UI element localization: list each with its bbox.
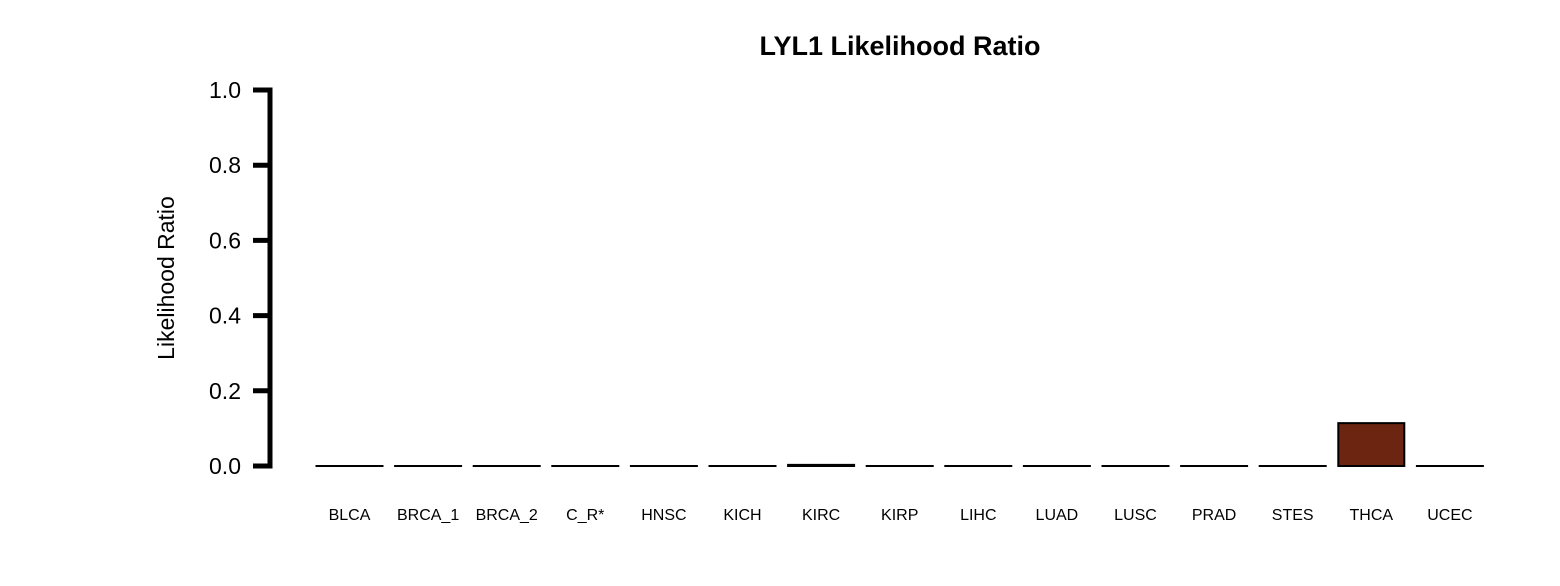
y-tick-label: 0.0	[209, 453, 241, 479]
x-tick-label: C_R*	[566, 507, 604, 524]
x-tick-label: UCEC	[1427, 507, 1472, 524]
x-tick-label: KIRP	[881, 507, 918, 524]
x-tick-label: BRCA_1	[397, 507, 459, 524]
chart-title: LYL1 Likelihood Ratio	[759, 31, 1040, 61]
y-tick-label: 0.8	[209, 152, 241, 178]
y-tick-label: 0.4	[209, 303, 241, 329]
y-tick-label: 0.2	[209, 378, 241, 404]
x-tick-label: STES	[1272, 507, 1314, 524]
y-tick-label: 0.6	[209, 227, 241, 253]
bars	[315, 422, 1484, 468]
y-axis-label: Likelihood Ratio	[153, 196, 179, 360]
x-tick-label: PRAD	[1192, 507, 1236, 524]
bar-thca	[1337, 422, 1406, 467]
x-tick-label: KICH	[723, 507, 761, 524]
x-tick-label: THCA	[1350, 507, 1394, 524]
x-tick-label: LUSC	[1114, 507, 1157, 524]
x-tick-label: KIRC	[802, 507, 840, 524]
x-tick-label: LUAD	[1036, 507, 1079, 524]
x-tick-label: BRCA_2	[476, 507, 538, 524]
x-tick-label: LIHC	[960, 507, 996, 524]
x-tick-label: BLCA	[329, 507, 371, 524]
y-tick-label: 1.0	[209, 77, 241, 103]
x-axis-tick-labels: BLCA BRCA_1 BRCA_2 C_R* HNSC KICH KIRC KIRP LIHC…	[329, 507, 1473, 524]
y-axis: 0.0 0.2 0.4 0.6 0.8 1.0	[209, 77, 273, 479]
x-tick-label: HNSC	[641, 507, 686, 524]
bar-kirc	[787, 463, 856, 468]
